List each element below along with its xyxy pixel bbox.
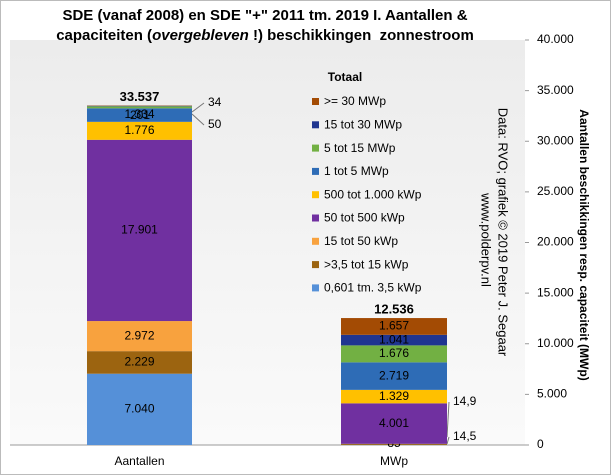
data-label: 1.676 — [379, 346, 409, 360]
bar-segment — [87, 106, 192, 109]
legend-title: Totaal — [328, 70, 362, 84]
leader-line — [191, 113, 205, 126]
y-tick-label: 30.000 — [537, 133, 574, 147]
annotation: Data: RVO; grafiek © 2019 Peter J. Segaa… — [496, 108, 511, 357]
data-label: 17.901 — [121, 223, 158, 237]
y-tick-label: 25.000 — [537, 184, 574, 198]
y-tick-label: 20.000 — [537, 235, 574, 249]
legend-label: 15 tot 50 kWp — [324, 234, 398, 248]
bar-segment — [87, 121, 192, 140]
bar-segment — [341, 345, 447, 363]
bar-segment — [341, 403, 447, 444]
legend-swatch — [312, 167, 319, 175]
legend-label: 500 tot 1.000 kWp — [324, 187, 422, 201]
legend-label: 0,601 tm. 3,5 kWp — [324, 281, 422, 295]
title-part: !) beschikkingen zonnestroom — [249, 27, 474, 44]
legend-swatch — [312, 121, 319, 129]
data-label: 1.657 — [379, 319, 409, 333]
legend-label: >3,5 tot 15 kWp — [324, 257, 409, 271]
bar-segment — [87, 105, 192, 107]
legend-swatch — [312, 191, 319, 199]
data-label: 1.776 — [124, 123, 154, 137]
y-tick-label: 10.000 — [537, 336, 574, 350]
data-label: 1.041 — [379, 332, 409, 346]
total-label: 12.536 — [374, 302, 414, 317]
legend-label: >= 30 MWp — [324, 94, 386, 108]
y-tick-label: 0 — [537, 437, 544, 451]
x-tick-label: MWp — [380, 454, 408, 468]
legend-swatch — [312, 261, 319, 269]
bar-segment — [341, 389, 447, 404]
legend-swatch — [312, 144, 319, 152]
y-tick-label: 35.000 — [537, 83, 574, 97]
x-tick-label: Aantallen — [114, 454, 164, 468]
data-label: 1.334 — [124, 107, 154, 121]
data-label: 201 — [130, 108, 150, 122]
data-label: 2.719 — [379, 368, 409, 382]
leader-line — [446, 436, 450, 445]
total-label: 33.537 — [120, 89, 160, 104]
bar-segment — [341, 362, 447, 390]
bar-segment — [87, 139, 192, 322]
legend-label: 5 tot 15 MWp — [324, 141, 396, 155]
bar-segment — [87, 108, 192, 122]
legend-label: 1 tot 5 MWp — [324, 164, 389, 178]
bar-segment — [341, 318, 447, 335]
bar-segment — [87, 373, 192, 445]
annotation: www.polderpv.nl — [479, 192, 494, 287]
bar-segment — [341, 334, 447, 346]
data-label: 7.040 — [124, 402, 154, 416]
chart-title: capaciteiten (overgebleven !) beschikkin… — [56, 27, 474, 44]
legend-swatch — [312, 284, 319, 292]
data-label: 2.229 — [124, 355, 154, 369]
bar-segment — [87, 321, 192, 352]
legend-swatch — [312, 237, 319, 245]
bar-segment — [87, 351, 192, 374]
leader-line — [446, 401, 450, 438]
title-part: capaciteiten ( — [56, 27, 152, 44]
leader-line — [191, 102, 205, 113]
bar-segment — [341, 443, 447, 445]
data-label: 14,9 — [453, 394, 477, 408]
y-tick-label: 5.000 — [537, 387, 567, 401]
data-label: 50 — [208, 117, 222, 131]
y-tick-label: 40.000 — [537, 32, 574, 46]
title-line: SDE (vanaf 2008) en SDE "+" 2011 tm. 201… — [62, 7, 467, 24]
chart-title: SDE (vanaf 2008) en SDE "+" 2011 tm. 201… — [62, 7, 467, 24]
title-part: overgebleven — [152, 27, 249, 44]
data-label: 34 — [208, 95, 222, 109]
data-label: 2.972 — [124, 328, 154, 342]
legend-label: 15 tot 30 MWp — [324, 117, 402, 131]
y-axis-label: Aantallen beschikkingen resp. capaciteit… — [577, 109, 591, 380]
data-label: 14,5 — [453, 429, 477, 443]
data-label: 1.329 — [379, 389, 409, 403]
legend-swatch — [312, 98, 319, 105]
legend-swatch — [312, 214, 319, 222]
y-tick-label: 15.000 — [537, 285, 574, 299]
legend-label: 50 tot 500 kWp — [324, 211, 405, 225]
data-label: 4.001 — [379, 416, 409, 430]
